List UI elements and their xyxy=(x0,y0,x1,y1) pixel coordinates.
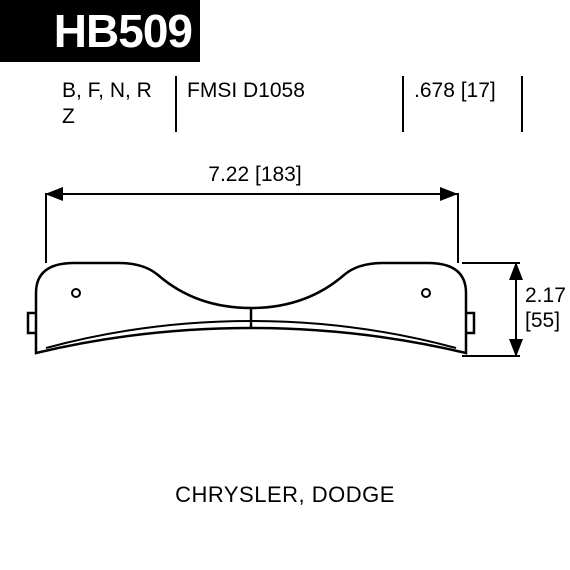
header-block: HB509 xyxy=(0,0,200,62)
diagram-area: 7.22 [183] 2.17 [55] xyxy=(0,165,570,475)
spec-codes-line2: Z xyxy=(62,104,152,130)
rivet-1 xyxy=(72,289,80,297)
height-dim-line2: [55] xyxy=(525,308,570,333)
brake-pad-drawing xyxy=(26,253,476,368)
spec-codes-line1: B, F, N, R xyxy=(62,78,152,104)
spec-thickness: .678 [17] xyxy=(414,78,496,104)
separator-2 xyxy=(402,76,404,132)
spec-codes: B, F, N, R Z xyxy=(62,78,152,131)
width-dimension-line xyxy=(45,193,458,195)
arrow-up-icon xyxy=(509,262,523,280)
separator-1 xyxy=(175,76,177,132)
brand-label: CHRYSLER, DODGE xyxy=(0,482,570,508)
spec-row: B, F, N, R Z FMSI D1058 .678 [17] xyxy=(0,76,570,136)
height-dim-line1: 2.17 xyxy=(525,283,570,308)
arrow-left-icon xyxy=(45,187,63,201)
width-dimension-label: 7.22 [183] xyxy=(180,163,330,187)
part-number: HB509 xyxy=(54,4,192,58)
height-dimension-label: 2.17 [55] xyxy=(525,283,570,333)
arrow-down-icon xyxy=(509,339,523,357)
separator-3 xyxy=(521,76,523,132)
spec-fmsi: FMSI D1058 xyxy=(187,78,305,104)
arrow-right-icon xyxy=(440,187,458,201)
rivet-2 xyxy=(422,289,430,297)
